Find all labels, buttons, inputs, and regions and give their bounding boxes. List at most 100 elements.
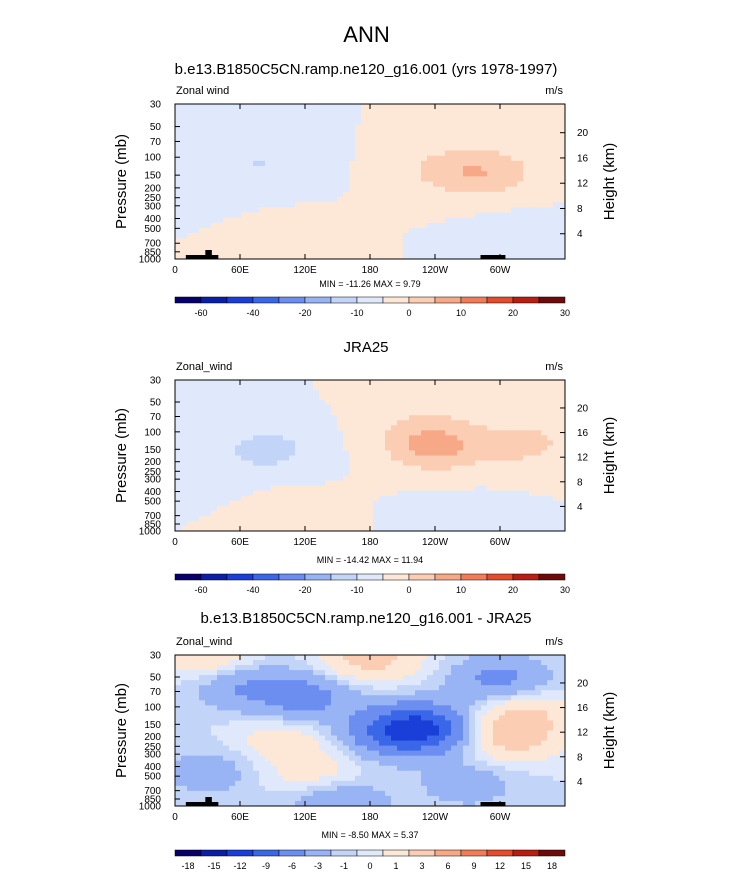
contour-cell <box>511 695 518 701</box>
contour-cell <box>403 495 410 502</box>
contour-cell <box>361 425 368 431</box>
contour-cell <box>265 140 272 146</box>
contour-cell <box>193 710 200 716</box>
contour-cell <box>259 191 266 198</box>
contour-cell <box>277 475 284 482</box>
contour-cell <box>193 500 200 507</box>
contour-cell <box>415 425 422 431</box>
contour-cell <box>223 135 230 141</box>
contour-cell <box>529 465 536 472</box>
contour-cell <box>265 700 272 706</box>
contour-cell <box>349 710 356 716</box>
contour-cell <box>457 475 464 482</box>
contour-cell <box>517 207 524 214</box>
contour-cell <box>349 171 356 177</box>
contour-cell <box>205 475 212 482</box>
contour-cell <box>373 207 380 214</box>
contour-cell <box>541 495 548 502</box>
contour-cell <box>385 238 392 245</box>
contour-cell <box>547 191 554 198</box>
contour-cell <box>439 197 446 203</box>
contour-cell <box>199 425 206 431</box>
contour-cell <box>499 166 506 172</box>
contour-cell <box>229 253 236 259</box>
contour-cell <box>487 660 494 666</box>
contour-cell <box>241 155 248 162</box>
contour-cell <box>289 675 296 681</box>
contour-cell <box>223 430 230 436</box>
contour-cell <box>349 145 356 152</box>
contour-cell <box>505 415 512 421</box>
contour-cell <box>355 166 362 172</box>
contour-cell <box>505 104 512 110</box>
contour-cell <box>175 425 182 431</box>
contour-cell <box>487 470 494 477</box>
contour-cell <box>439 155 446 162</box>
contour-cell <box>463 460 470 467</box>
contour-cell <box>343 129 350 136</box>
contour-cell <box>199 470 206 477</box>
contour-cell <box>517 670 524 676</box>
contour-cell <box>547 505 554 512</box>
contour-cell <box>481 217 488 224</box>
contour-cell <box>205 415 212 421</box>
contour-cell <box>241 176 248 183</box>
y2-tick-label: 12 <box>577 179 589 190</box>
contour-cell <box>343 135 350 141</box>
contour-cell <box>259 445 266 452</box>
contour-cell <box>511 655 518 661</box>
contour-cell <box>559 238 565 245</box>
contour-cell <box>499 695 506 701</box>
contour-cell <box>523 655 530 661</box>
contour-cell <box>373 420 380 426</box>
y-tick-label: 500 <box>144 224 161 235</box>
contour-cell <box>337 207 344 214</box>
contour-cell <box>211 460 218 467</box>
contour-cell <box>451 150 458 157</box>
contour-cell <box>361 680 368 686</box>
contour-cell <box>241 655 248 661</box>
contour-cell <box>493 380 500 386</box>
contour-cell <box>481 238 488 245</box>
contour-cell <box>469 720 476 727</box>
contour-cell <box>247 207 254 214</box>
contour-cell <box>505 135 512 141</box>
contour-cell <box>475 525 482 531</box>
contour-cell <box>241 710 248 716</box>
contour-cell <box>259 212 266 219</box>
contour-cell <box>205 104 212 110</box>
contour-cell <box>457 460 464 467</box>
contour-cell <box>487 720 494 727</box>
contour-cell <box>355 104 362 110</box>
contour-cell <box>331 217 338 224</box>
contour-cell <box>391 475 398 482</box>
contour-cell <box>217 129 224 136</box>
contour-cell <box>193 470 200 477</box>
contour-cell <box>289 243 296 250</box>
contour-cell <box>511 430 518 436</box>
contour-cell <box>313 243 320 250</box>
contour-cell <box>217 166 224 172</box>
contour-cell <box>439 525 446 531</box>
contour-cell <box>175 515 182 522</box>
y-tick-label: 1000 <box>139 255 162 266</box>
contour-cell <box>247 695 254 701</box>
contour-cell <box>349 207 356 214</box>
contour-cell <box>175 119 182 126</box>
contour-cell <box>259 202 266 208</box>
contour-cell <box>313 430 320 436</box>
contour-cell <box>265 233 272 239</box>
contour-cell <box>385 655 392 661</box>
contour-cell <box>271 430 278 436</box>
contour-cell <box>493 485 500 492</box>
contour-cell <box>175 440 182 447</box>
contour-cell <box>511 124 518 131</box>
contour-cell <box>361 160 368 167</box>
contour-cell <box>301 445 308 452</box>
contour-cell <box>397 475 404 482</box>
contour-cell <box>337 253 344 259</box>
contour-cell <box>523 430 530 436</box>
contour-cell <box>391 505 398 512</box>
contour-cell <box>349 415 356 421</box>
